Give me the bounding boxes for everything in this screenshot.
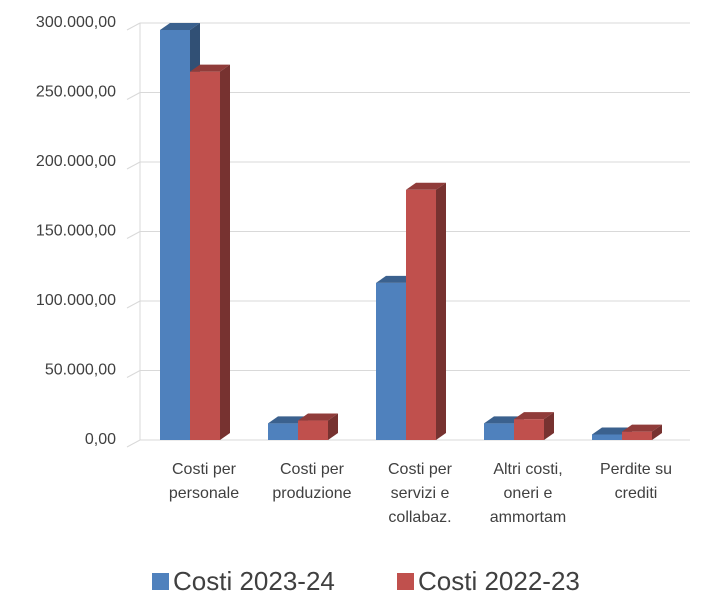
bar-top bbox=[622, 424, 662, 432]
bar-front bbox=[376, 282, 406, 440]
bar-top bbox=[406, 182, 446, 190]
bar bbox=[190, 64, 230, 441]
bar-front bbox=[592, 434, 622, 440]
x-tick-label: Costi per personale bbox=[168, 461, 240, 502]
bar-top bbox=[190, 64, 230, 72]
bar-front bbox=[406, 189, 436, 440]
tick-mark bbox=[126, 22, 141, 31]
bar bbox=[298, 413, 338, 440]
tick-mark bbox=[126, 161, 141, 170]
tick-mark bbox=[126, 300, 141, 309]
bar-side bbox=[544, 412, 554, 440]
bar-front bbox=[298, 420, 328, 440]
bar-front bbox=[190, 71, 220, 441]
tick-mark bbox=[126, 439, 141, 448]
legend-swatch bbox=[152, 573, 169, 590]
bar bbox=[406, 182, 446, 441]
bar bbox=[622, 424, 662, 440]
legend-swatch bbox=[397, 573, 414, 590]
legend-label: Costi 2023-24 bbox=[173, 566, 335, 596]
tick-mark bbox=[126, 92, 141, 100]
y-tick-label: 250.000,00 bbox=[36, 84, 116, 101]
y-tick-label: 0,00 bbox=[85, 431, 116, 448]
legend-label: Costi 2022-23 bbox=[418, 566, 580, 596]
x-tick-label: Costi per servizi e collabaz. bbox=[387, 461, 453, 526]
tick-mark bbox=[126, 370, 141, 378]
bar-side bbox=[652, 424, 662, 440]
y-tick-label: 50.000,00 bbox=[45, 362, 116, 379]
y-tick-label: 100.000,00 bbox=[36, 292, 116, 309]
tick-mark bbox=[126, 231, 141, 239]
bar-front bbox=[484, 423, 514, 440]
bar bbox=[514, 412, 554, 440]
bar-front bbox=[622, 431, 652, 440]
bar-top bbox=[514, 412, 554, 420]
y-tick-label: 200.000,00 bbox=[36, 153, 116, 170]
y-tick-label: 300.000,00 bbox=[36, 14, 116, 31]
bar-side bbox=[220, 64, 230, 441]
bar-front bbox=[160, 29, 190, 440]
x-tick-label: Perdite su crediti bbox=[599, 461, 673, 502]
bar-front bbox=[514, 419, 544, 440]
bar-front bbox=[268, 423, 298, 440]
bar-top bbox=[298, 413, 338, 421]
bar-top bbox=[160, 22, 200, 30]
y-tick-label: 150.000,00 bbox=[36, 223, 116, 240]
bar-side bbox=[436, 182, 446, 441]
bar-side bbox=[328, 413, 338, 440]
x-tick-label: Costi per produzione bbox=[272, 461, 352, 502]
x-tick-label: Altri costi, oneri e ammortam bbox=[489, 461, 567, 526]
